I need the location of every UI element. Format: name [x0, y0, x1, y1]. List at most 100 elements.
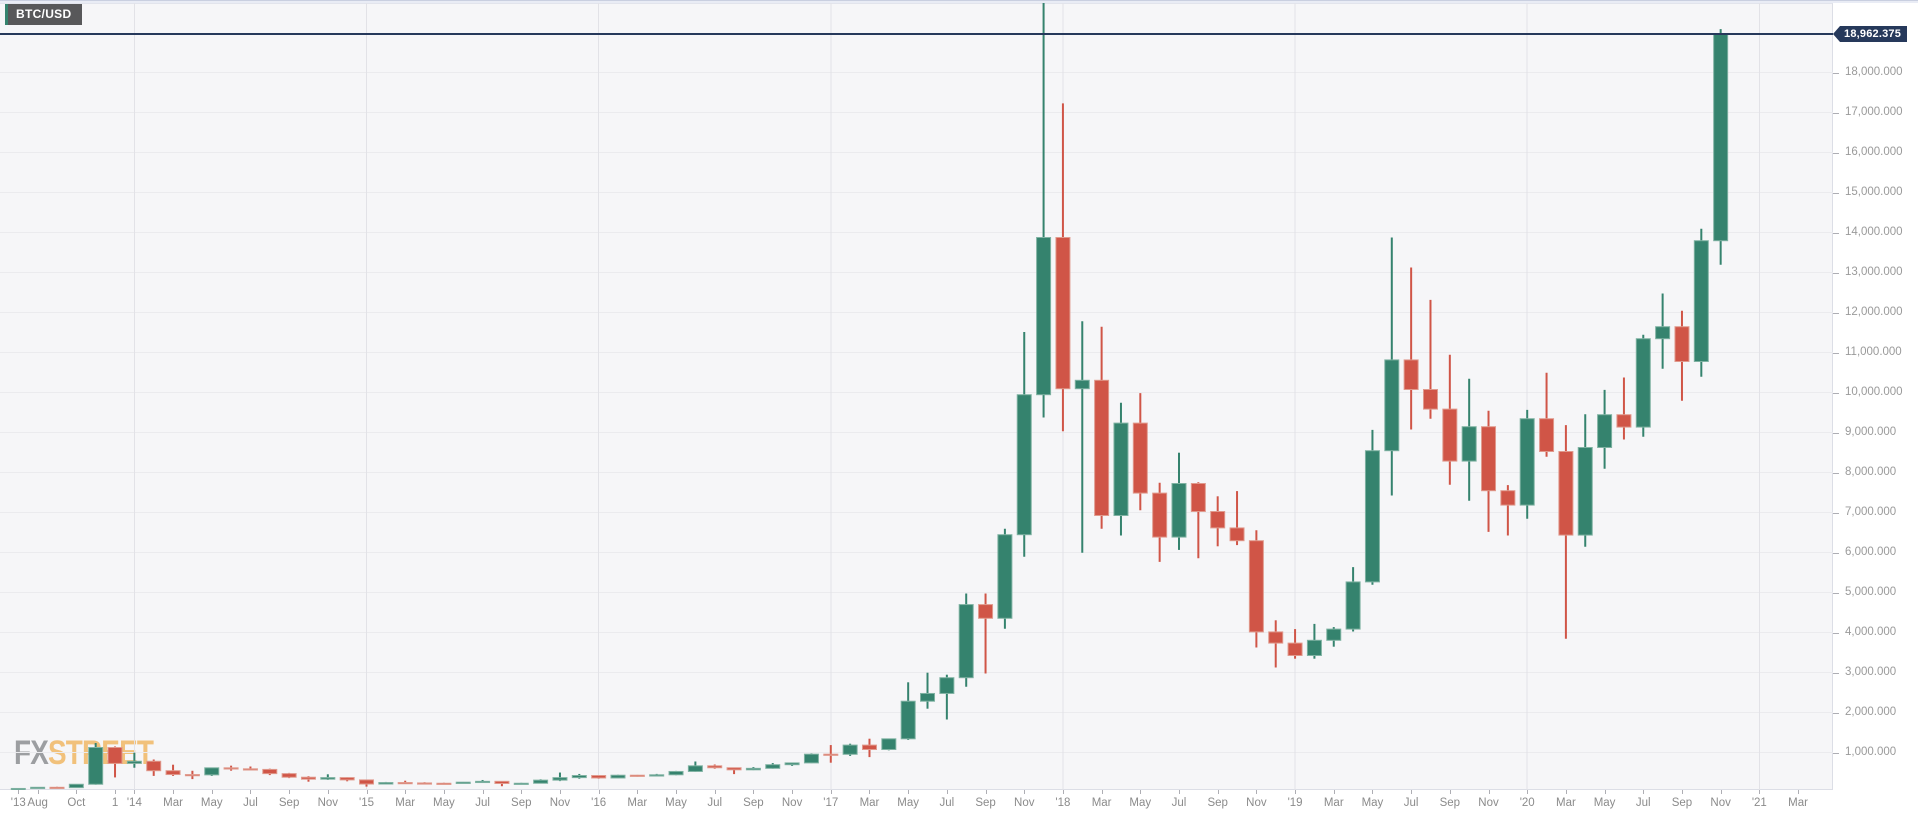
candle[interactable] — [1597, 389, 1613, 469]
candle[interactable] — [1016, 332, 1032, 557]
candle[interactable] — [1539, 372, 1555, 457]
candle[interactable] — [803, 753, 819, 764]
candle[interactable] — [649, 773, 665, 777]
candle[interactable] — [861, 738, 877, 758]
candle[interactable] — [475, 779, 491, 784]
candle[interactable] — [88, 743, 104, 785]
candle[interactable] — [320, 774, 336, 780]
candle[interactable] — [1229, 491, 1245, 546]
candle[interactable] — [1422, 299, 1438, 419]
candle[interactable] — [668, 770, 684, 776]
candle[interactable] — [455, 781, 471, 784]
candle[interactable] — [1094, 326, 1110, 529]
candle[interactable] — [165, 764, 181, 776]
candle[interactable] — [997, 528, 1013, 629]
candle-body — [1616, 414, 1632, 428]
candle[interactable] — [1055, 103, 1071, 432]
candle[interactable] — [184, 770, 200, 780]
symbol-label: BTC/USD — [16, 7, 72, 21]
candle[interactable] — [1306, 623, 1322, 659]
candle[interactable] — [126, 752, 142, 768]
candle[interactable] — [533, 779, 549, 784]
candle[interactable] — [629, 774, 645, 777]
candle[interactable] — [1461, 378, 1477, 501]
candle[interactable] — [494, 780, 510, 787]
candle[interactable] — [881, 738, 897, 751]
candle-body — [861, 744, 877, 750]
candle[interactable] — [784, 762, 800, 766]
candle[interactable] — [1210, 496, 1226, 547]
candle[interactable] — [262, 768, 278, 776]
candle[interactable] — [1113, 402, 1129, 536]
candle[interactable] — [745, 767, 761, 771]
candle[interactable] — [146, 759, 162, 776]
candle-body — [726, 767, 742, 771]
candle[interactable] — [417, 782, 433, 785]
candle[interactable] — [242, 766, 258, 771]
candle[interactable] — [1558, 425, 1574, 639]
candle[interactable] — [1326, 627, 1342, 647]
candle[interactable] — [1074, 321, 1090, 553]
candle[interactable] — [1132, 393, 1148, 511]
candle[interactable] — [958, 593, 974, 687]
candle[interactable] — [30, 786, 46, 789]
candle[interactable] — [1674, 310, 1690, 401]
candle[interactable] — [842, 743, 858, 756]
candle[interactable] — [68, 783, 84, 789]
candle[interactable] — [1481, 410, 1497, 532]
candle[interactable] — [378, 781, 394, 785]
candle[interactable] — [204, 767, 220, 776]
candle[interactable] — [1152, 482, 1168, 562]
candle[interactable] — [552, 772, 568, 782]
candle[interactable] — [1171, 452, 1187, 550]
candle[interactable] — [1500, 485, 1516, 536]
candle[interactable] — [1248, 530, 1264, 648]
candle[interactable] — [107, 746, 123, 778]
candle[interactable] — [339, 777, 355, 782]
candle[interactable] — [591, 775, 607, 779]
candle[interactable] — [300, 776, 316, 782]
candle[interactable] — [1345, 567, 1361, 632]
candle[interactable] — [359, 779, 375, 787]
candle[interactable] — [1655, 293, 1671, 369]
candle[interactable] — [978, 593, 994, 674]
candle[interactable] — [765, 763, 781, 769]
candle[interactable] — [823, 745, 839, 763]
candle[interactable] — [610, 774, 626, 779]
candle[interactable] — [1693, 228, 1709, 377]
candle[interactable] — [900, 682, 916, 740]
candle[interactable] — [1268, 620, 1284, 668]
candle[interactable] — [513, 782, 529, 785]
candle[interactable] — [10, 787, 26, 790]
candle[interactable] — [920, 672, 936, 709]
candle[interactable] — [1577, 414, 1593, 547]
candle[interactable] — [1190, 482, 1206, 559]
candle[interactable] — [571, 773, 587, 779]
candle[interactable] — [1403, 267, 1419, 430]
candle-body — [455, 781, 471, 784]
candle[interactable] — [223, 765, 239, 771]
candle-body — [842, 744, 858, 755]
candle[interactable] — [1364, 429, 1380, 585]
candle-body — [281, 773, 297, 778]
candle[interactable] — [1442, 354, 1458, 485]
candle[interactable] — [1616, 377, 1632, 440]
candle[interactable] — [1384, 237, 1400, 496]
plot-area[interactable] — [0, 0, 1833, 790]
candle[interactable] — [687, 761, 703, 772]
candle[interactable] — [281, 772, 297, 779]
candle-body — [204, 767, 220, 776]
candle[interactable] — [1036, 0, 1052, 418]
candle[interactable] — [1287, 629, 1303, 659]
candle[interactable] — [1519, 409, 1535, 519]
candle[interactable] — [707, 764, 723, 769]
candle[interactable] — [49, 786, 65, 789]
candle[interactable] — [1713, 29, 1729, 265]
candle[interactable] — [1635, 334, 1651, 437]
symbol-badge[interactable]: BTC/USD — [5, 4, 83, 25]
candle[interactable] — [939, 674, 955, 720]
candle[interactable] — [726, 767, 742, 775]
candle[interactable] — [436, 782, 452, 785]
candle[interactable] — [397, 780, 413, 785]
